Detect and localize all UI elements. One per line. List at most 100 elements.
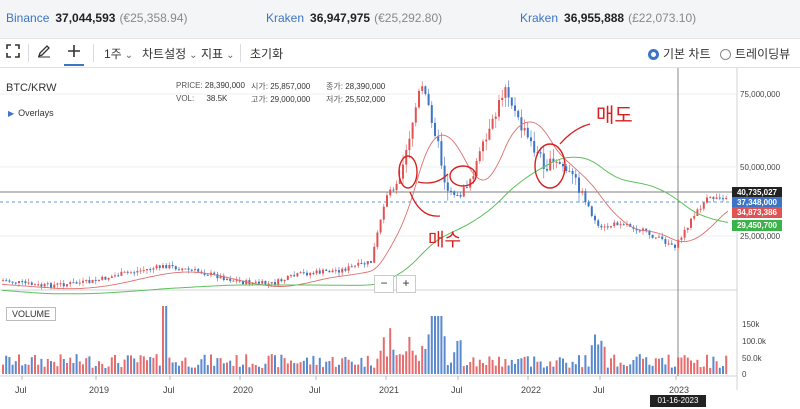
indicators-dropdown[interactable]: 지표 ⌄ — [201, 45, 234, 62]
volume-bar — [722, 365, 724, 374]
candle-body — [267, 283, 270, 285]
candle-body — [549, 158, 552, 171]
volume-bar — [488, 356, 491, 374]
candle-body — [226, 278, 228, 281]
volume-bar — [398, 354, 401, 374]
candle-body — [600, 225, 603, 228]
candle-body — [683, 229, 686, 238]
candle-body — [24, 281, 27, 284]
chart-settings-dropdown[interactable]: 차트설정 ⌄ — [142, 45, 198, 62]
volume-bar — [206, 365, 209, 374]
volume-bar — [216, 358, 219, 374]
volume-bar — [456, 340, 459, 374]
candle-body — [152, 268, 155, 270]
volume-bar — [414, 355, 417, 374]
candle-body — [658, 236, 660, 238]
ohlc-key: PRICE: — [176, 81, 203, 90]
volume-bar — [139, 355, 142, 374]
volume-bar — [136, 362, 139, 374]
candle-body — [174, 266, 177, 270]
candle-body — [270, 282, 273, 284]
volume-tick-label: 100.0k — [742, 337, 767, 346]
volume-bar — [405, 351, 408, 374]
volume-bar — [322, 367, 324, 374]
candle-body — [184, 268, 187, 270]
volume-bar — [338, 364, 340, 374]
volume-bar — [379, 350, 382, 374]
volume-bar — [133, 358, 136, 374]
candle-body — [386, 195, 388, 207]
ticker-price: 36,955,888 — [564, 11, 625, 25]
candle-body — [82, 280, 84, 283]
ohlc-value: 25,502,000 — [345, 95, 386, 104]
volume-bar — [475, 366, 478, 374]
candle-body — [491, 118, 494, 129]
zoom-in-button[interactable]: + — [396, 275, 416, 293]
volume-bar — [539, 361, 542, 374]
interval-dropdown[interactable]: 1주 ⌄ — [104, 45, 133, 62]
candle-body — [104, 276, 107, 280]
volume-bar — [334, 366, 337, 374]
candle-body — [523, 127, 526, 131]
ohlc-value: 28,390,000 — [345, 82, 386, 91]
candle-body — [520, 117, 523, 131]
volume-bar — [8, 357, 11, 374]
crosshair-icon[interactable] — [64, 42, 84, 66]
volume-bar — [46, 358, 49, 374]
price-chart[interactable]: 매수 매도 75,000,000 50,000,000 25,000,000 150k 1… — [0, 68, 800, 409]
expand-icon[interactable] — [6, 44, 20, 61]
volume-bar — [494, 365, 497, 374]
candle-body — [443, 165, 446, 183]
candle-body — [357, 262, 360, 266]
candle-body — [315, 270, 318, 274]
candle-body — [638, 230, 641, 232]
volume-bar — [18, 354, 20, 374]
zoom-out-button[interactable]: − — [374, 275, 394, 293]
volume-bar — [450, 362, 452, 374]
volume-bar — [504, 359, 507, 374]
ticker-binance[interactable]: Binance 37,044,593 (€25,358.94) — [6, 11, 188, 25]
candle-body — [648, 230, 651, 235]
candle-body — [459, 195, 462, 197]
radio-unselected-icon — [720, 49, 731, 60]
volume-bar — [482, 363, 484, 374]
candle-body — [261, 280, 264, 284]
candle-body — [158, 265, 161, 268]
volume-bar — [366, 355, 369, 374]
date-tick-label: Jul — [593, 385, 605, 395]
volume-bar — [117, 362, 120, 374]
tradingview-radio[interactable]: 트레이딩뷰 — [720, 45, 790, 62]
chart-canvas[interactable]: 매수 매도 75,000,000 50,000,000 25,000,000 150k 1… — [0, 68, 800, 409]
volume-bar — [114, 354, 116, 374]
candle-body — [206, 274, 209, 276]
overlays-toggle[interactable]: ▶ Overlays — [8, 108, 54, 118]
ohlc-key: 종가: — [326, 82, 343, 91]
candle-body — [446, 182, 449, 191]
basic-chart-radio[interactable]: 기본 차트 — [648, 45, 711, 62]
volume-bar — [53, 361, 56, 374]
reset-button[interactable]: 초기화 — [250, 47, 284, 61]
candle-body — [437, 135, 440, 142]
volume-bar — [606, 367, 609, 374]
volume-bar — [267, 355, 270, 374]
ticker-kraken-eur[interactable]: Kraken 36,947,975 (€25,292.80) — [266, 11, 442, 25]
candle-body — [398, 178, 401, 184]
volume-bar — [514, 363, 516, 374]
candle-body — [466, 187, 468, 189]
candle-body — [510, 97, 513, 106]
candle-body — [142, 270, 145, 272]
volume-bar — [194, 367, 196, 374]
current-price-label: 40,735,027 — [732, 187, 782, 198]
candle-body — [293, 275, 296, 277]
candle-body — [59, 283, 62, 285]
overlays-label: Overlays — [18, 108, 54, 118]
volume-bar — [533, 356, 536, 374]
volume-bar — [360, 357, 363, 374]
ticker-kraken-gbp[interactable]: Kraken 36,955,888 (£22,073.10) — [520, 11, 696, 25]
volume-bar — [21, 365, 24, 374]
pencil-icon[interactable] — [37, 44, 51, 61]
candle-body — [56, 283, 59, 285]
candle-body — [98, 279, 100, 281]
candle-body — [565, 166, 568, 171]
candle-body — [376, 232, 379, 247]
